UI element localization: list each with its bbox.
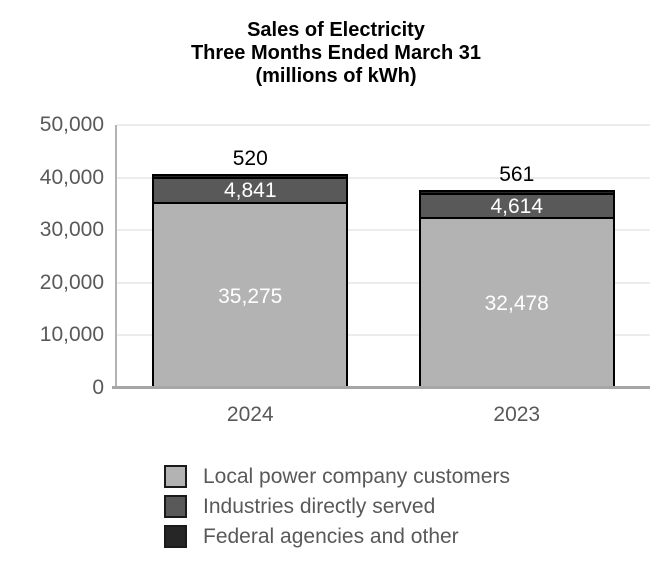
- x-category-label: 2023: [493, 403, 541, 426]
- legend-item: Federal agencies and other: [164, 525, 510, 548]
- bar-segment-2024: 35,275: [152, 202, 349, 388]
- bar-value-label: 32,478: [484, 292, 549, 316]
- bar-value-label-above: 520: [232, 147, 268, 171]
- legend-swatch: [164, 525, 187, 548]
- gridline: [117, 334, 650, 337]
- bar-value-label: 4,614: [490, 194, 544, 218]
- legend-item: Industries directly served: [164, 495, 510, 518]
- y-axis-line: [115, 125, 117, 388]
- bar-value-label: 4,841: [223, 179, 277, 203]
- chart-title: Sales of Electricity: [247, 19, 425, 41]
- chart-title-block: Sales of Electricity Three Months Ended …: [0, 19, 672, 88]
- gridline: [117, 281, 650, 284]
- y-tick-label: 40,000: [39, 165, 104, 189]
- x-axis-line: [112, 386, 650, 389]
- legend-item: Local power company customers: [164, 465, 510, 488]
- legend-swatch: [164, 495, 187, 518]
- chart-subtitle: Three Months Ended March 31: [190, 42, 482, 64]
- y-tick-label: 30,000: [39, 218, 104, 242]
- y-tick-label: 20,000: [39, 270, 104, 294]
- y-tick-label: 0: [92, 376, 104, 399]
- x-category-label: 2024: [226, 403, 274, 426]
- y-tick-label: 50,000: [39, 113, 104, 136]
- bar-segment-2023: 4,614: [418, 192, 615, 218]
- bar-value-label-above: 561: [499, 162, 535, 186]
- legend-swatch: [164, 465, 187, 488]
- bar-segment-2023: 32,478: [418, 217, 615, 388]
- legend-item-label: Industries directly served: [203, 495, 436, 518]
- gridline: [117, 124, 650, 126]
- gridline: [117, 229, 650, 232]
- bar-segment-2024: 4,841: [152, 176, 349, 203]
- bar-value-label: 35,275: [218, 284, 283, 308]
- chart-unit-note: (millions of kWh): [255, 65, 417, 87]
- legend-item-label: Local power company customers: [203, 465, 510, 488]
- y-tick-label: 10,000: [39, 323, 104, 347]
- gridline: [117, 176, 650, 179]
- bar-segment-2023: [418, 189, 615, 193]
- legend: Local power company customers Industries …: [164, 465, 510, 555]
- legend-item-label: Federal agencies and other: [203, 525, 459, 548]
- bar-segment-2024: [152, 174, 349, 177]
